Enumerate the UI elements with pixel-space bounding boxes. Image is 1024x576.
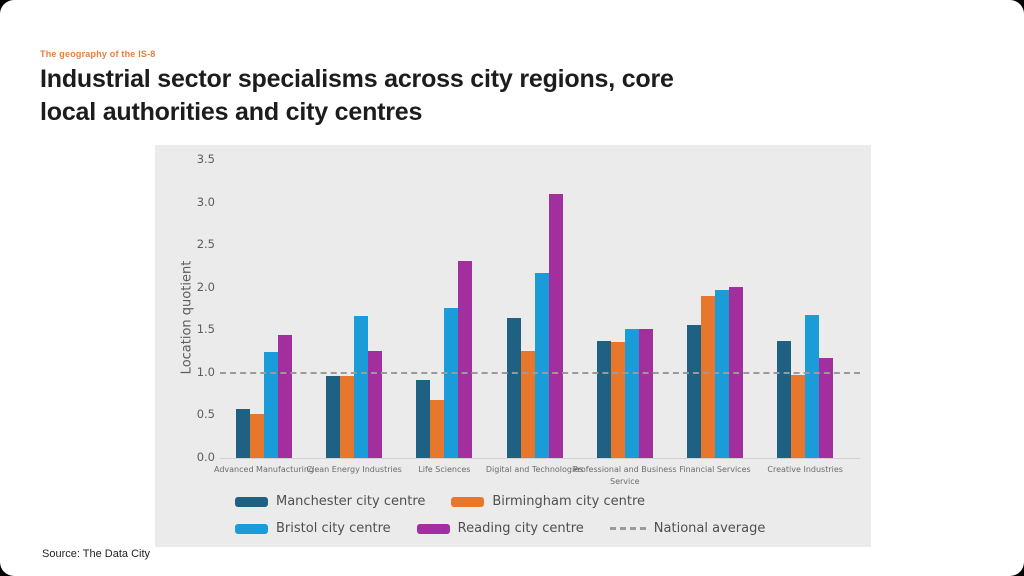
legend-label: Bristol city centre <box>276 521 391 536</box>
plot-area <box>220 160 860 459</box>
y-tick-label: 2.5 <box>196 237 215 252</box>
bar-bristol-city-centre-clean-energy-industries <box>354 315 369 458</box>
y-tick-label: 3.5 <box>196 152 215 166</box>
y-tick-label: 0.0 <box>196 450 215 464</box>
national-average-line <box>220 371 860 374</box>
bar-manchester-city-centre-financial-services <box>687 325 701 458</box>
bar-group-life-sciences <box>416 261 473 458</box>
legend-item-birmingham-city-centre: Birmingham city centre <box>451 494 645 509</box>
bar-manchester-city-centre-clean-energy-industries <box>326 376 341 458</box>
bar-reading-city-centre-professional-and-business-service <box>638 329 653 458</box>
page-title-line-1: Industrial sector specialisms across cit… <box>40 65 674 93</box>
x-label-advanced-manufacturing: Advanced Manufacturing <box>214 465 314 474</box>
bar-birmingham-city-centre-creative-industries <box>791 375 806 458</box>
y-tick-label: 1.0 <box>196 364 215 379</box>
bar-birmingham-city-centre-clean-energy-industries <box>340 376 355 458</box>
bar-bristol-city-centre-professional-and-business-service <box>624 328 639 458</box>
bar-reading-city-centre-advanced-manufacturing <box>278 335 292 458</box>
chart-panel: Location quotient 3.5 3.0 2.5 2.0 1.5 1.0 0.5 0… <box>155 145 871 547</box>
legend-item-national-average: National average <box>609 521 766 536</box>
bar-birmingham-city-centre-professional-and-business-service <box>610 342 625 458</box>
report-header: The geography of the IS-8 Industrial sec… <box>40 49 920 128</box>
bar-birmingham-city-centre-financial-services <box>701 296 715 458</box>
y-tick-label: 3.0 <box>196 194 215 209</box>
bar-bristol-city-centre-digital-and-technologies <box>534 273 549 458</box>
bar-group-professional-and-business-service <box>596 328 653 458</box>
legend-item-bristol-city-centre: Bristol city centre <box>235 521 391 536</box>
bar-birmingham-city-centre-digital-and-technologies <box>520 350 535 458</box>
legend-swatch-icon <box>235 523 268 534</box>
legend-swatch-icon <box>235 496 268 507</box>
x-label-clean-energy-industries: Clean Energy Industries <box>306 465 402 474</box>
bar-bristol-city-centre-creative-industries <box>805 314 820 458</box>
dashed-line-icon <box>609 527 646 530</box>
bar-group-advanced-manufacturing <box>236 335 292 458</box>
x-label-digital-and-technologies: Digital and Technologies <box>485 465 584 474</box>
x-axis-labels: Advanced Manufacturing Clean Energy Indus… <box>214 464 860 494</box>
legend-swatch-icon <box>416 523 450 534</box>
bar-group-creative-industries <box>777 314 834 458</box>
chart-legend: Manchester city centre Birmingham city ce… <box>235 494 819 536</box>
bar-group-financial-services <box>687 286 743 458</box>
legend-swatch-icon <box>451 496 485 507</box>
page-title: Industrial sector specialisms across cit… <box>40 63 920 128</box>
y-tick-label: 0.5 <box>196 407 215 422</box>
x-axis-baseline <box>220 458 860 459</box>
legend-label: Reading city centre <box>457 521 584 536</box>
report-eyebrow: The geography of the IS-8 <box>40 49 156 59</box>
legend-item-manchester-city-centre: Manchester city centre <box>235 494 425 509</box>
bar-bristol-city-centre-advanced-manufacturing <box>264 351 278 458</box>
bar-reading-city-centre-creative-industries <box>819 357 834 458</box>
bar-manchester-city-centre-advanced-manufacturing <box>236 409 250 458</box>
bar-group-clean-energy-industries <box>326 315 383 458</box>
x-label-life-sciences: Life Sciences <box>418 465 471 474</box>
bar-reading-city-centre-clean-energy-industries <box>368 350 383 458</box>
bar-manchester-city-centre-creative-industries <box>777 340 792 458</box>
source-note: Source: The Data City <box>42 548 151 560</box>
x-label-professional-and-business-service: Professional and Business Service <box>573 465 677 486</box>
bar-birmingham-city-centre-life-sciences <box>430 400 445 458</box>
bar-manchester-city-centre-life-sciences <box>416 379 431 458</box>
x-label-financial-services: Financial Services <box>679 465 751 474</box>
y-tick-label: 2.0 <box>196 279 215 294</box>
legend-label: Manchester city centre <box>276 494 426 509</box>
bar-birmingham-city-centre-advanced-manufacturing <box>250 413 264 458</box>
legend-label: Birmingham city centre <box>492 494 646 509</box>
bar-manchester-city-centre-professional-and-business-service <box>596 340 611 458</box>
legend-item-reading-city-centre: Reading city centre <box>416 521 584 536</box>
bar-manchester-city-centre-digital-and-technologies <box>506 318 521 458</box>
page-title-line-2: local authorities and city centres <box>40 97 423 126</box>
legend-label: National average <box>653 521 766 536</box>
bar-bristol-city-centre-life-sciences <box>444 308 459 458</box>
x-label-creative-industries: Creative Industries <box>767 465 843 474</box>
bar-bristol-city-centre-financial-services <box>715 290 729 458</box>
bar-group-digital-and-technologies <box>506 194 563 458</box>
bar-reading-city-centre-life-sciences <box>458 261 473 458</box>
bar-reading-city-centre-digital-and-technologies <box>548 194 563 458</box>
y-tick-label: 1.5 <box>196 322 215 337</box>
